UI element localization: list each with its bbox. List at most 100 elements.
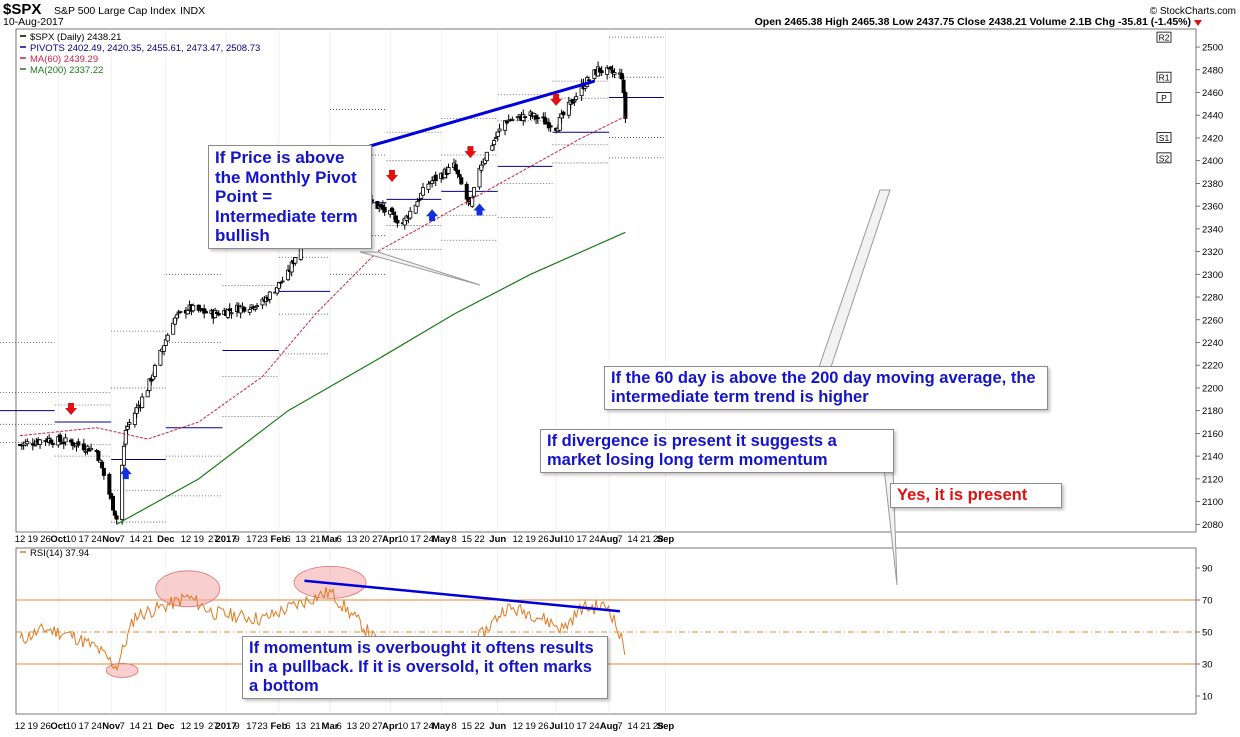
price-bar	[293, 257, 298, 264]
rsi-tick-label: 90	[1202, 564, 1213, 575]
x-tick-label: 13	[296, 534, 307, 545]
x-tick-label: 19	[525, 721, 536, 732]
price-bar	[417, 198, 422, 201]
price-bar	[216, 313, 221, 316]
price-bar	[58, 434, 63, 442]
x-tick-label: 12	[181, 721, 192, 732]
x-tick-label: 10	[398, 534, 409, 545]
price-bar	[612, 72, 617, 75]
x-tick-label: 17	[246, 721, 257, 732]
x-tick-label: 2017	[215, 534, 236, 545]
price-bar	[382, 207, 387, 213]
price-bar	[586, 79, 591, 82]
x-tick-label: Sep	[657, 721, 675, 732]
price-tick-label: 2280	[1202, 293, 1223, 304]
price-tick-label: 2360	[1202, 202, 1223, 213]
price-bar	[395, 220, 400, 224]
x-tick-label: 10	[66, 534, 77, 545]
price-bar	[48, 439, 53, 444]
price-bar	[484, 151, 489, 162]
price-bar	[389, 207, 394, 212]
x-tick-label: Oct	[50, 721, 67, 732]
price-bar	[174, 314, 179, 319]
price-bar	[178, 310, 183, 313]
ma200-line	[116, 231, 626, 525]
x-tick-label: 17	[576, 721, 587, 732]
price-bar	[96, 450, 101, 462]
price-bar	[191, 305, 196, 312]
price-tick-label: 2400	[1202, 156, 1223, 167]
price-bar	[391, 212, 396, 215]
price-bar	[61, 441, 66, 445]
price-bar	[165, 334, 170, 342]
up-arrow-icon	[473, 203, 486, 216]
price-bar	[548, 125, 553, 128]
x-tick-label: 15	[461, 721, 472, 732]
x-tick-label: 26	[40, 721, 51, 732]
rsi-tick-label: 70	[1202, 596, 1213, 607]
price-bar	[523, 116, 528, 119]
x-tick-label: 12	[15, 534, 26, 545]
price-tick-label: 2100	[1202, 497, 1223, 508]
price-bar	[510, 119, 515, 121]
price-bar	[253, 307, 258, 310]
pivot-tags: R2 R1 P S1 S2	[1156, 31, 1172, 163]
price-bar	[446, 167, 451, 174]
price-tick-label: 2220	[1202, 361, 1223, 372]
pivot-tag-box	[1156, 71, 1172, 83]
price-bar	[280, 280, 285, 283]
price-bar	[83, 450, 88, 453]
x-tick-label: 23	[257, 721, 268, 732]
x-tick-label: 12	[513, 534, 524, 545]
rsi-legend: RSI(14) 37.94	[30, 548, 89, 559]
price-bar	[158, 349, 163, 366]
x-tick-label: 24	[589, 534, 600, 545]
pivot-tag-box	[1156, 31, 1172, 43]
x-tick-label: 26	[538, 721, 549, 732]
x-tick-label: 24	[91, 534, 102, 545]
x-tick-label: Dec	[157, 534, 174, 545]
x-tick-label: Jun	[489, 534, 506, 545]
price-bar	[89, 448, 94, 451]
rsi-divergence-line	[304, 579, 621, 613]
x-tick-label: 2017	[215, 721, 236, 732]
price-bar	[63, 437, 68, 443]
price-bar	[172, 317, 177, 325]
x-tick-label: 17	[246, 534, 257, 545]
price-bar	[255, 305, 260, 308]
price-bar	[515, 116, 520, 119]
price-bar	[561, 111, 566, 116]
price-bar	[110, 495, 115, 511]
price-bar	[453, 164, 458, 171]
x-tick-label: 13	[347, 534, 358, 545]
x-tick-label: 24	[423, 721, 434, 732]
price-bar	[100, 461, 105, 469]
x-tick-label: 7	[617, 721, 622, 732]
x-tick-label: 15	[461, 534, 472, 545]
price-bar	[470, 196, 475, 207]
price-bar	[127, 422, 132, 425]
price-bar	[145, 390, 150, 398]
price-bar	[185, 310, 190, 315]
price-bar	[433, 174, 438, 181]
x-tick-label: 17	[410, 534, 421, 545]
price-bar	[535, 117, 540, 120]
price-bar	[503, 120, 508, 131]
rsi-tick-label: 50	[1202, 628, 1213, 639]
x-tick-label: 27	[208, 721, 219, 732]
rsi-line	[19, 587, 626, 672]
x-tick-label: 17	[79, 534, 90, 545]
x-tick-label: Mar	[322, 534, 339, 545]
x-tick-label: 6	[336, 721, 341, 732]
price-tick-label: 2500	[1202, 43, 1223, 54]
x-tick-label: Sep	[657, 534, 675, 545]
price-bar	[50, 443, 55, 445]
present-callout: Yes, it is present	[890, 483, 1062, 508]
price-bar	[171, 322, 176, 335]
pivot-tag-label: R1	[1159, 73, 1170, 83]
x-tick-label: Nov	[102, 721, 121, 732]
price-bar	[408, 210, 413, 219]
down-arrow-icon	[65, 402, 78, 415]
down-arrow-icon	[385, 170, 398, 182]
